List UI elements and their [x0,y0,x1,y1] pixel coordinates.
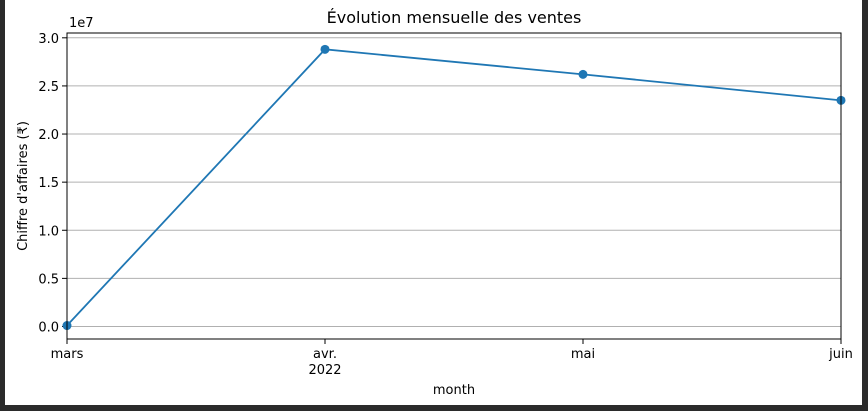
grid-lines [67,37,841,327]
y-tick-label: 2.0 [38,128,59,143]
data-point [578,69,588,79]
x-axis-label: month [433,383,475,398]
plot-area [66,32,842,340]
x-axis-ticks: mars avr. mai juin [51,339,853,362]
series-group [62,44,846,331]
y-axis-label: Chiffre d'affaires (₹) [16,121,31,251]
data-point [320,44,330,54]
y-tick-label: 0.0 [38,320,59,335]
y-tick-label: 3.0 [38,32,59,47]
y-tick-label: 0.5 [38,272,59,287]
x-tick-label: juin [828,347,853,362]
series-line [66,48,842,327]
y-axis-ticks: 0.0 0.5 1.0 1.5 2.0 2.5 3.0 [38,32,67,335]
y-axis-multiplier: 1e7 [69,16,94,31]
x-tick-label: mai [571,347,595,362]
line-chart: Évolution mensuelle des ventes 1e7 Chiff… [16,8,853,398]
y-tick-label: 1.5 [38,176,59,191]
y-tick-label: 2.5 [38,80,59,95]
chart-frame: Évolution mensuelle des ventes 1e7 Chiff… [5,0,862,405]
x-tick-label: mars [51,347,84,362]
x-tick-label: avr. [313,347,337,362]
chart-title: Évolution mensuelle des ventes [327,8,582,27]
y-tick-label: 1.0 [38,224,59,239]
x-year-label: 2022 [308,363,341,378]
